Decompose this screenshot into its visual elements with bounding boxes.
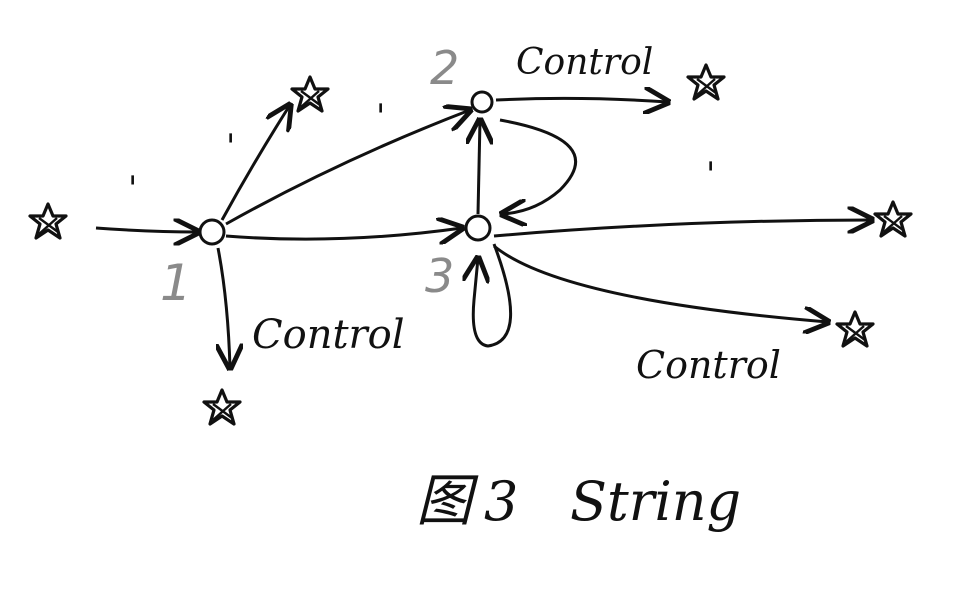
edge-label-control: Control	[252, 312, 405, 358]
node-3	[464, 214, 492, 242]
edge-3-to-star	[493, 220, 872, 238]
star-icon	[290, 75, 330, 113]
node-1-label: 1	[160, 254, 192, 312]
edge-3-to-star-control	[493, 244, 828, 322]
edge-1-to-3	[225, 228, 462, 239]
node-3-label: 3	[425, 249, 454, 303]
caption-glyph: 图	[416, 469, 479, 534]
star-icon	[686, 63, 726, 101]
edge-label-control: Control	[636, 343, 781, 387]
caption-number: 3	[484, 470, 518, 533]
star-icon	[835, 310, 875, 348]
star-icon	[202, 388, 242, 426]
node-1	[198, 218, 226, 246]
edge-3-to-2	[478, 120, 480, 215]
edge-1-to-star-control	[218, 247, 230, 368]
edge-1-to-star	[220, 105, 290, 221]
edge-label-prime: '	[128, 169, 137, 209]
edge-label-prime: '	[226, 127, 235, 167]
edge-start-to-1	[95, 228, 198, 232]
start-star-icon	[28, 202, 68, 240]
edge-3-self-loop	[473, 243, 512, 348]
edge-2-to-3	[500, 118, 578, 214]
edge-label-prime: '	[706, 155, 715, 195]
caption-text: String	[570, 470, 741, 533]
edge-1-to-2	[225, 110, 470, 226]
node-2	[470, 90, 494, 114]
edge-label-control: Control	[516, 42, 653, 83]
node-2-label: 2	[430, 41, 459, 95]
edge-label-prime: '	[376, 97, 385, 137]
star-icon	[873, 200, 913, 238]
edge-2-to-star-control	[495, 98, 668, 102]
